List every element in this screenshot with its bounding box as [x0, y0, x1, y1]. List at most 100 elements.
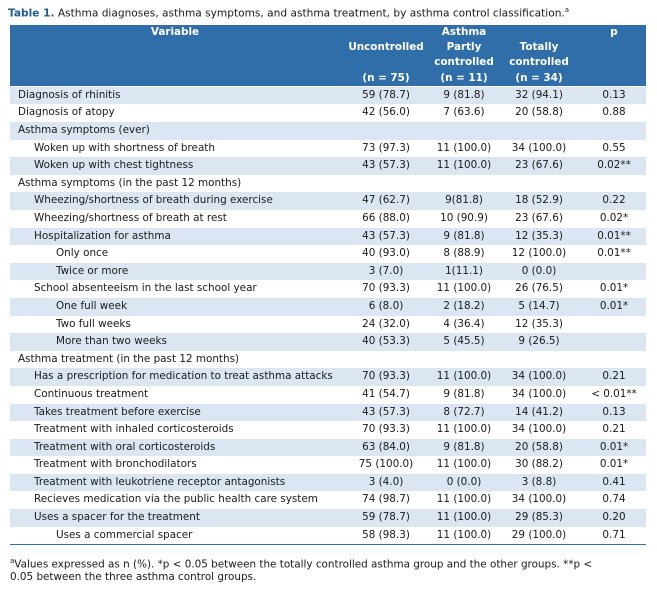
table-row: Continuous treatment 41 (54.7) 9 (81.8) 34 … — [10, 385, 646, 404]
cell-totally-controlled: 34 (100.0) — [496, 139, 582, 158]
table-footnote: aValues expressed as n (%). *p < 0.05 be… — [10, 555, 646, 584]
cell-partly-controlled: 8 (72.7) — [432, 403, 496, 422]
table-row: Treatment with bronchodilators 75 (100.0)… — [10, 456, 646, 474]
cell-partly-controlled: 9 (81.8) — [432, 438, 496, 457]
cell-p-value — [582, 122, 646, 140]
table-row: Asthma treatment (in the past 12 months) — [10, 350, 646, 369]
cell-p-value: 0.55 — [582, 139, 646, 158]
row-label: Treatment with bronchodilators — [10, 456, 340, 474]
cell-p-value: 0.13 — [582, 403, 646, 422]
cell-partly-controlled: 4 (36.4) — [432, 315, 496, 334]
cell-totally-controlled: 32 (94.1) — [496, 86, 582, 105]
cell-uncontrolled: 40 (93.0) — [340, 245, 432, 263]
cell-p-value: 0.41 — [582, 473, 646, 492]
cell-partly-controlled: 11 (100.0) — [432, 526, 496, 546]
header-asthma: Asthma — [432, 25, 496, 41]
table-row: Wheezing/shortness of breath during exer… — [10, 192, 646, 210]
table-row: Woken up with shortness of breath 73 (97.… — [10, 139, 646, 158]
row-label: Hospitalization for asthma — [10, 227, 340, 246]
table-row: Treatment with leukotriene receptor anta… — [10, 473, 646, 492]
cell-totally-controlled: 23 (67.6) — [496, 157, 582, 175]
cell-partly-controlled: 11 (100.0) — [432, 157, 496, 175]
cell-partly-controlled: 9(81.8) — [432, 192, 496, 210]
cell-partly-controlled — [432, 174, 496, 193]
cell-totally-controlled: 34 (100.0) — [496, 421, 582, 439]
cell-partly-controlled: 11 (100.0) — [432, 280, 496, 298]
cell-uncontrolled: 63 (84.0) — [340, 438, 432, 457]
table-row: Has a prescription for medication to tre… — [10, 368, 646, 386]
table-row: One full week 6 (8.0) 2 (18.2) 5 (14.7) 0.01… — [10, 297, 646, 316]
caption-marker: a — [564, 6, 570, 14]
cell-partly-controlled: 11 (100.0) — [432, 456, 496, 474]
cell-uncontrolled — [340, 350, 432, 369]
cell-p-value: 0.21 — [582, 421, 646, 439]
cell-partly-controlled: 11 (100.0) — [432, 509, 496, 527]
cell-totally-controlled: 30 (88.2) — [496, 456, 582, 474]
header-n-partly: (n = 11) — [432, 70, 496, 87]
table-row: Wheezing/shortness of breath at rest 66 (… — [10, 209, 646, 228]
cell-p-value: 0.74 — [582, 491, 646, 510]
cell-totally-controlled: 29 (85.3) — [496, 509, 582, 527]
cell-uncontrolled: 70 (93.3) — [340, 368, 432, 386]
cell-uncontrolled: 74 (98.7) — [340, 491, 432, 510]
row-label: Treatment with inhaled corticosteroids — [10, 421, 340, 439]
cell-uncontrolled: 41 (54.7) — [340, 385, 432, 404]
header-p: p — [582, 25, 646, 41]
table-row: Two full weeks 24 (32.0) 4 (36.4) 12 (35.3) — [10, 315, 646, 334]
row-label: Wheezing/shortness of breath at rest — [10, 209, 340, 228]
table-row: Uses a spacer for the treatment 59 (78.7)… — [10, 509, 646, 527]
cell-partly-controlled — [432, 350, 496, 369]
cell-uncontrolled: 6 (8.0) — [340, 297, 432, 316]
cell-uncontrolled: 58 (98.3) — [340, 526, 432, 546]
cell-totally-controlled — [496, 350, 582, 369]
cell-totally-controlled: 20 (58.8) — [496, 104, 582, 122]
cell-uncontrolled: 3 (4.0) — [340, 473, 432, 492]
cell-partly-controlled: 11 (100.0) — [432, 139, 496, 158]
cell-uncontrolled: 75 (100.0) — [340, 456, 432, 474]
cell-p-value — [582, 262, 646, 281]
footnote-line-1: Values expressed as n (%). *p < 0.05 bet… — [14, 558, 593, 571]
cell-uncontrolled: 43 (57.3) — [340, 227, 432, 246]
cell-uncontrolled — [340, 174, 432, 193]
cell-partly-controlled: 11 (100.0) — [432, 421, 496, 439]
row-label: Asthma treatment (in the past 12 months) — [10, 350, 340, 369]
cell-totally-controlled: 5 (14.7) — [496, 297, 582, 316]
row-label: Treatment with leukotriene receptor anta… — [10, 473, 340, 492]
cell-uncontrolled: 73 (97.3) — [340, 139, 432, 158]
cell-uncontrolled: 70 (93.3) — [340, 280, 432, 298]
cell-p-value — [582, 315, 646, 334]
row-label: Takes treatment before exercise — [10, 403, 340, 422]
cell-p-value: 0.01** — [582, 245, 646, 263]
cell-uncontrolled: 24 (32.0) — [340, 315, 432, 334]
cell-partly-controlled: 11 (100.0) — [432, 368, 496, 386]
table-row: Takes treatment before exercise 43 (57.3)… — [10, 403, 646, 422]
caption-label: Table 1. — [8, 7, 55, 20]
cell-partly-controlled: 11 (100.0) — [432, 491, 496, 510]
cell-totally-controlled: 12 (35.3) — [496, 227, 582, 246]
cell-partly-controlled — [432, 122, 496, 140]
table-body: Diagnosis of rhinitis 59 (78.7) 9 (81.8) 32… — [10, 86, 646, 546]
header-partly-1: Partly — [432, 40, 496, 56]
table-row: Asthma symptoms (in the past 12 months) — [10, 174, 646, 193]
cell-totally-controlled: 0 (0.0) — [496, 262, 582, 281]
row-label: Treatment with oral corticosteroids — [10, 438, 340, 457]
row-label: Only once — [10, 245, 340, 263]
table-row: Twice or more 3 (7.0) 1(11.1) 0 (0.0) — [10, 262, 646, 281]
row-label: Woken up with shortness of breath — [10, 139, 340, 158]
cell-totally-controlled: 26 (76.5) — [496, 280, 582, 298]
table-row: Woken up with chest tightness 43 (57.3) 11… — [10, 157, 646, 175]
cell-p-value: 0.01* — [582, 456, 646, 474]
table-row: Treatment with inhaled corticosteroids 70… — [10, 421, 646, 439]
cell-totally-controlled: 23 (67.6) — [496, 209, 582, 228]
cell-totally-controlled: 34 (100.0) — [496, 385, 582, 404]
table-row: Treatment with oral corticosteroids 63 (8… — [10, 438, 646, 457]
cell-p-value: 0.13 — [582, 86, 646, 105]
table-row: Recieves medication via the public healt… — [10, 491, 646, 510]
caption-text: Asthma diagnoses, asthma symptoms, and a… — [57, 7, 565, 20]
header-n-uncontrolled: (n = 75) — [340, 70, 432, 87]
cell-p-value: 0.20 — [582, 509, 646, 527]
cell-partly-controlled: 2 (18.2) — [432, 297, 496, 316]
header-uncontrolled: Uncontrolled — [340, 40, 432, 56]
cell-totally-controlled: 34 (100.0) — [496, 368, 582, 386]
cell-totally-controlled: 9 (26.5) — [496, 333, 582, 351]
